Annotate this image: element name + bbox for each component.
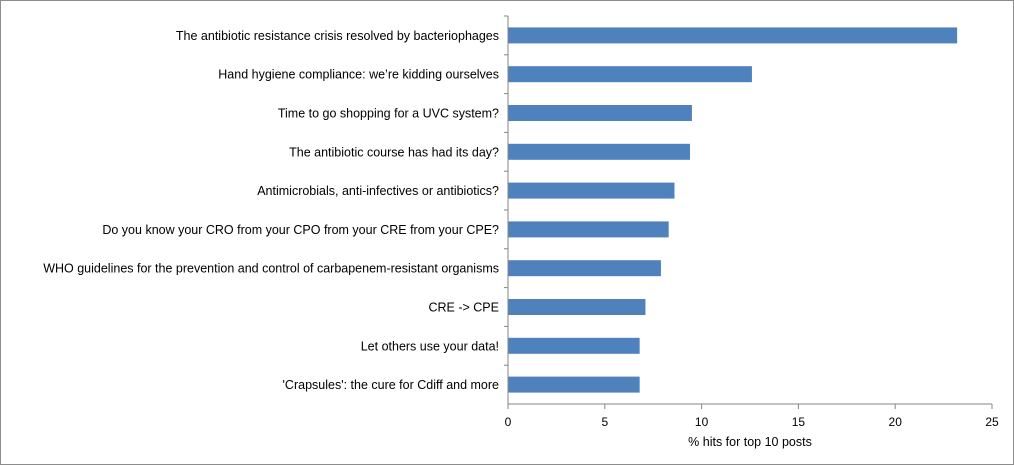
bar xyxy=(508,66,752,83)
bar xyxy=(508,337,640,354)
x-tick-label: 20 xyxy=(889,415,903,429)
bar xyxy=(508,221,669,238)
x-axis-title: % hits for top 10 posts xyxy=(688,435,812,449)
category-label: Do you know your CRO from your CPO from … xyxy=(102,223,499,237)
x-tick-label: 0 xyxy=(505,415,512,429)
bar xyxy=(508,105,692,121)
category-label: WHO guidelines for the prevention and co… xyxy=(43,262,499,276)
bar xyxy=(508,376,640,393)
category-labels: The antibiotic resistance crisis resolve… xyxy=(43,29,499,392)
x-tick-label: 5 xyxy=(601,415,608,429)
bar xyxy=(508,27,958,44)
x-axis-ticks: 0 5 10 15 20 25 xyxy=(504,15,999,429)
category-label: Time to go shopping for a UVC system? xyxy=(278,107,499,121)
x-tick-label: 15 xyxy=(792,415,806,429)
bar xyxy=(508,299,646,315)
category-label: 'Crapsules': the cure for Cdiff and more xyxy=(283,378,499,392)
bar xyxy=(508,143,690,160)
category-label: Let others use your data! xyxy=(361,339,499,353)
category-label: CRE -> CPE xyxy=(428,301,499,315)
category-label: Antimicrobials, anti-infectives or antib… xyxy=(257,184,499,198)
bar xyxy=(508,182,675,199)
category-label: The antibiotic course has had its day? xyxy=(289,145,499,159)
bars xyxy=(508,27,958,393)
category-label: The antibiotic resistance crisis resolve… xyxy=(176,29,499,43)
x-tick-label: 10 xyxy=(695,415,709,429)
x-tick-label: 25 xyxy=(985,415,999,429)
bar xyxy=(508,260,661,277)
category-label: Hand hygiene compliance: we’re kidding o… xyxy=(218,68,499,82)
